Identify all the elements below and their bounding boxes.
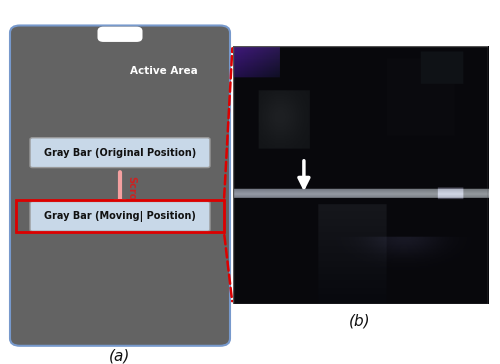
FancyBboxPatch shape	[98, 27, 142, 42]
Text: Scroll: Scroll	[126, 177, 136, 208]
Text: (a): (a)	[110, 348, 130, 364]
Text: Gray Bar (Moving| Position): Gray Bar (Moving| Position)	[44, 211, 196, 222]
Text: Gray Bar (Original Position): Gray Bar (Original Position)	[44, 148, 196, 158]
FancyBboxPatch shape	[30, 138, 210, 167]
FancyBboxPatch shape	[10, 25, 230, 346]
FancyBboxPatch shape	[30, 201, 210, 231]
Text: Active Area: Active Area	[130, 66, 198, 76]
Bar	[16, 200, 224, 232]
Text: (b): (b)	[349, 314, 371, 329]
